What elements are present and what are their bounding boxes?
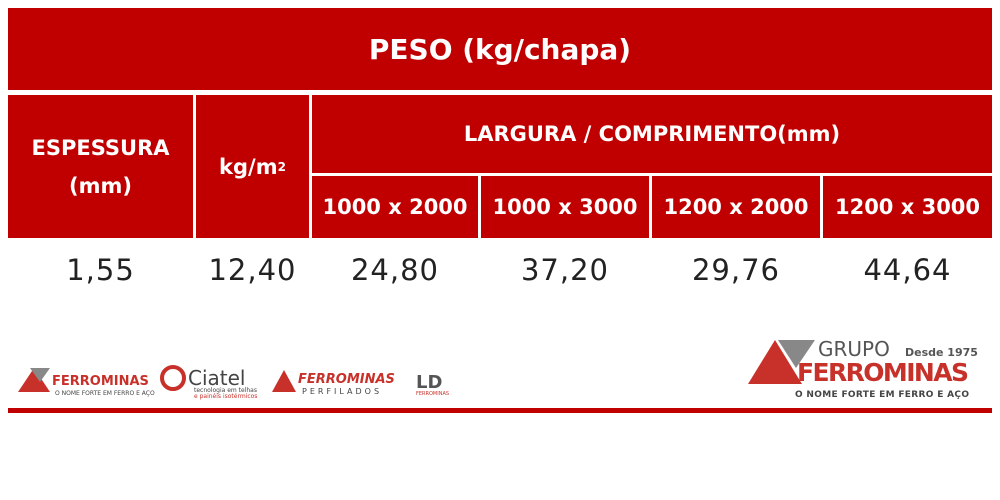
logo-tagline: PERFILADOS (302, 387, 382, 396)
logo-tagline: e painéis isotérmicos (194, 393, 257, 400)
table-cell: 29,76 (691, 253, 781, 287)
header-superscript: 2 (277, 159, 286, 174)
logo-tagline: tecnologia em telhas (194, 387, 257, 394)
table-cell: 12,40 (208, 253, 297, 287)
header-cell: LARGURA / COMPRIMENTO(mm) (312, 95, 992, 173)
logo-name: FERROMINAS (298, 372, 395, 387)
group-icon (778, 340, 815, 368)
logo-icon (160, 365, 186, 391)
logo-icon (272, 370, 296, 392)
header-text: ESPESSURA (31, 135, 170, 160)
table-title: PESO (kg/chapa) (8, 8, 992, 90)
table-cell: 24,80 (350, 253, 440, 287)
header-cell: 1200 x 3000 (823, 176, 992, 238)
footer-logos: FERROMINAS O NOME FORTE EM FERRO E AÇO C… (8, 340, 992, 413)
header-cell: 1000 x 2000 (312, 176, 478, 238)
logo-icon (30, 368, 50, 382)
footer-rule (8, 408, 992, 413)
header-cell: 1200 x 2000 (652, 176, 820, 238)
group-since: Desde 1975 (905, 346, 978, 359)
group-icon (748, 340, 802, 384)
header-cell: kg/m 2 (196, 95, 309, 238)
table-cell: 1,55 (66, 253, 135, 287)
group-name: FERROMINAS (797, 358, 969, 387)
logo-name: LD (416, 372, 442, 393)
header-cell: ESPESSURA (mm) (8, 95, 193, 238)
logo-tagline: O NOME FORTE EM FERRO E AÇO (55, 390, 155, 397)
group-prefix: GRUPO (818, 340, 890, 361)
group-tagline: O NOME FORTE EM FERRO E AÇO (795, 390, 969, 400)
header-cell: 1000 x 3000 (481, 176, 649, 238)
header-text: (mm) (69, 173, 132, 198)
logo-tagline: FERROMINAS (416, 391, 449, 397)
logo-name: Ciatel (188, 366, 245, 390)
logo-icon (18, 368, 50, 392)
logo-name: FERROMINAS (52, 374, 149, 389)
table-cell: 44,64 (863, 253, 952, 287)
header-text: kg/m (219, 154, 278, 179)
table-cell: 37,20 (520, 253, 610, 287)
